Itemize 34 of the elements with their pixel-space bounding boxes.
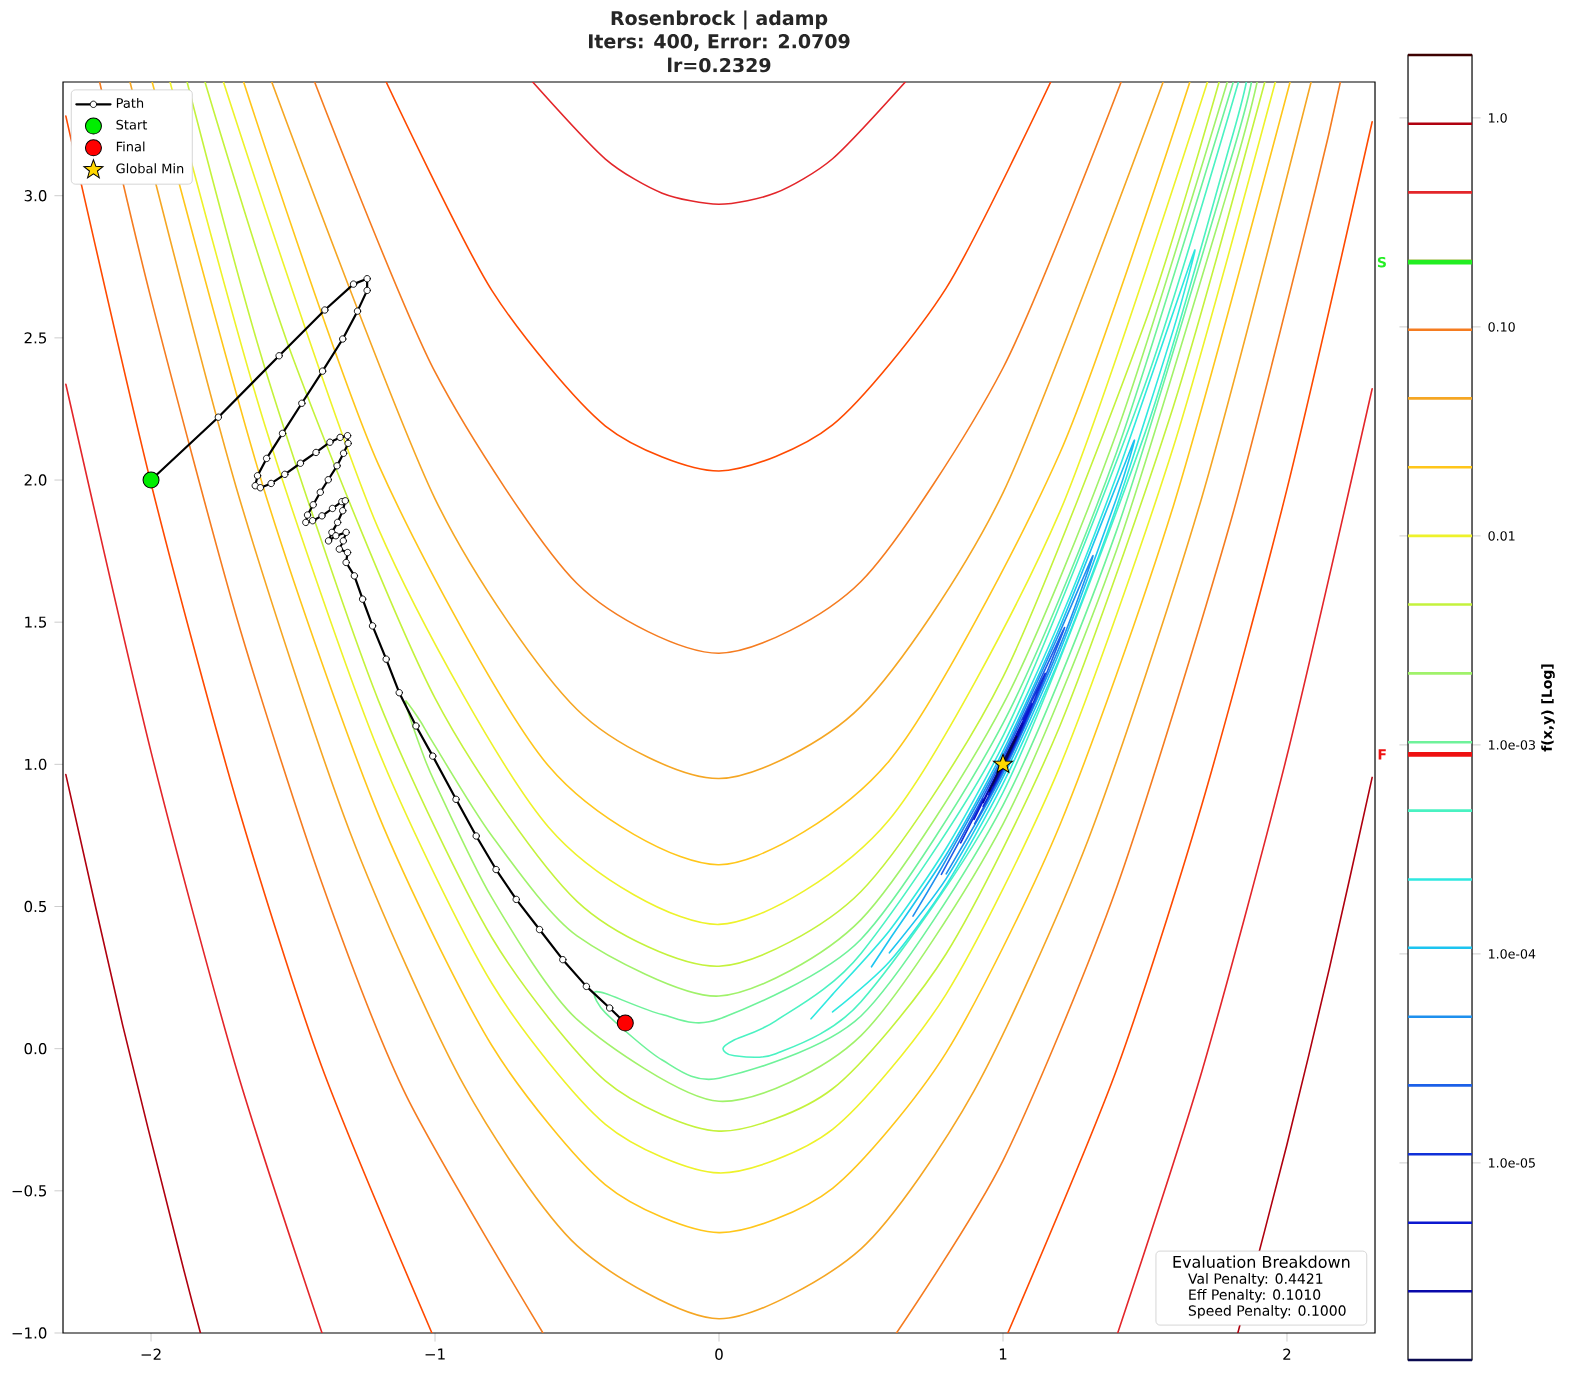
y-axis-title: f(x,y) [Log]	[1541, 664, 1555, 752]
y-tick-label: 0.0	[24, 1042, 47, 1055]
x-tick-label: −2	[141, 1348, 161, 1360]
y-tick-label: 3.0	[24, 190, 47, 202]
ref-line-label: F	[1378, 749, 1386, 760]
chart-subtitle: Iters: 400, Error: 2.0709	[589, 34, 850, 51]
y-tick-label: 0.5	[24, 900, 47, 913]
y-tick-label: −0.5	[12, 1185, 47, 1197]
y-tick-label: 1.0	[25, 758, 47, 771]
legend-label: Final	[116, 141, 145, 152]
chart-title: Rosenbrock | adamp	[611, 10, 828, 30]
annotation: Val Penalty: 0.4421	[1188, 1273, 1323, 1287]
y-tick-label: 1.0e-03	[1489, 740, 1535, 750]
x-tick-label: 0	[715, 1348, 723, 1360]
y-tick-label: 0.10	[1488, 322, 1515, 332]
x-tick-label: −1	[425, 1348, 445, 1360]
y-tick-label: −1.0	[12, 1327, 47, 1339]
y-tick-label: 2.0	[24, 474, 47, 486]
ref-line-label: S	[1377, 256, 1386, 268]
legend-label: Start	[116, 119, 148, 130]
x-tick-label: 1	[999, 1348, 1007, 1360]
y-tick-label: 2.5	[24, 332, 47, 344]
y-tick-label: 1.0e-05	[1489, 1158, 1535, 1168]
y-tick-label: 1.5	[25, 616, 47, 628]
y-tick-label: 1.0e-04	[1489, 949, 1536, 959]
text: lr=0.2329	[668, 57, 771, 73]
legend-label: Global Min	[116, 163, 184, 174]
annotation: Speed Penalty: 0.1000	[1188, 1305, 1346, 1319]
annotation: Evaluation Breakdown	[1173, 1255, 1350, 1268]
y-tick-label: 1.0	[1489, 113, 1507, 123]
legend-label: Path	[116, 97, 144, 108]
annotation: Eff Penalty: 0.1010	[1189, 1289, 1321, 1303]
x-tick-label: 2	[1283, 1348, 1291, 1360]
y-tick-label: 0.01	[1488, 531, 1515, 541]
